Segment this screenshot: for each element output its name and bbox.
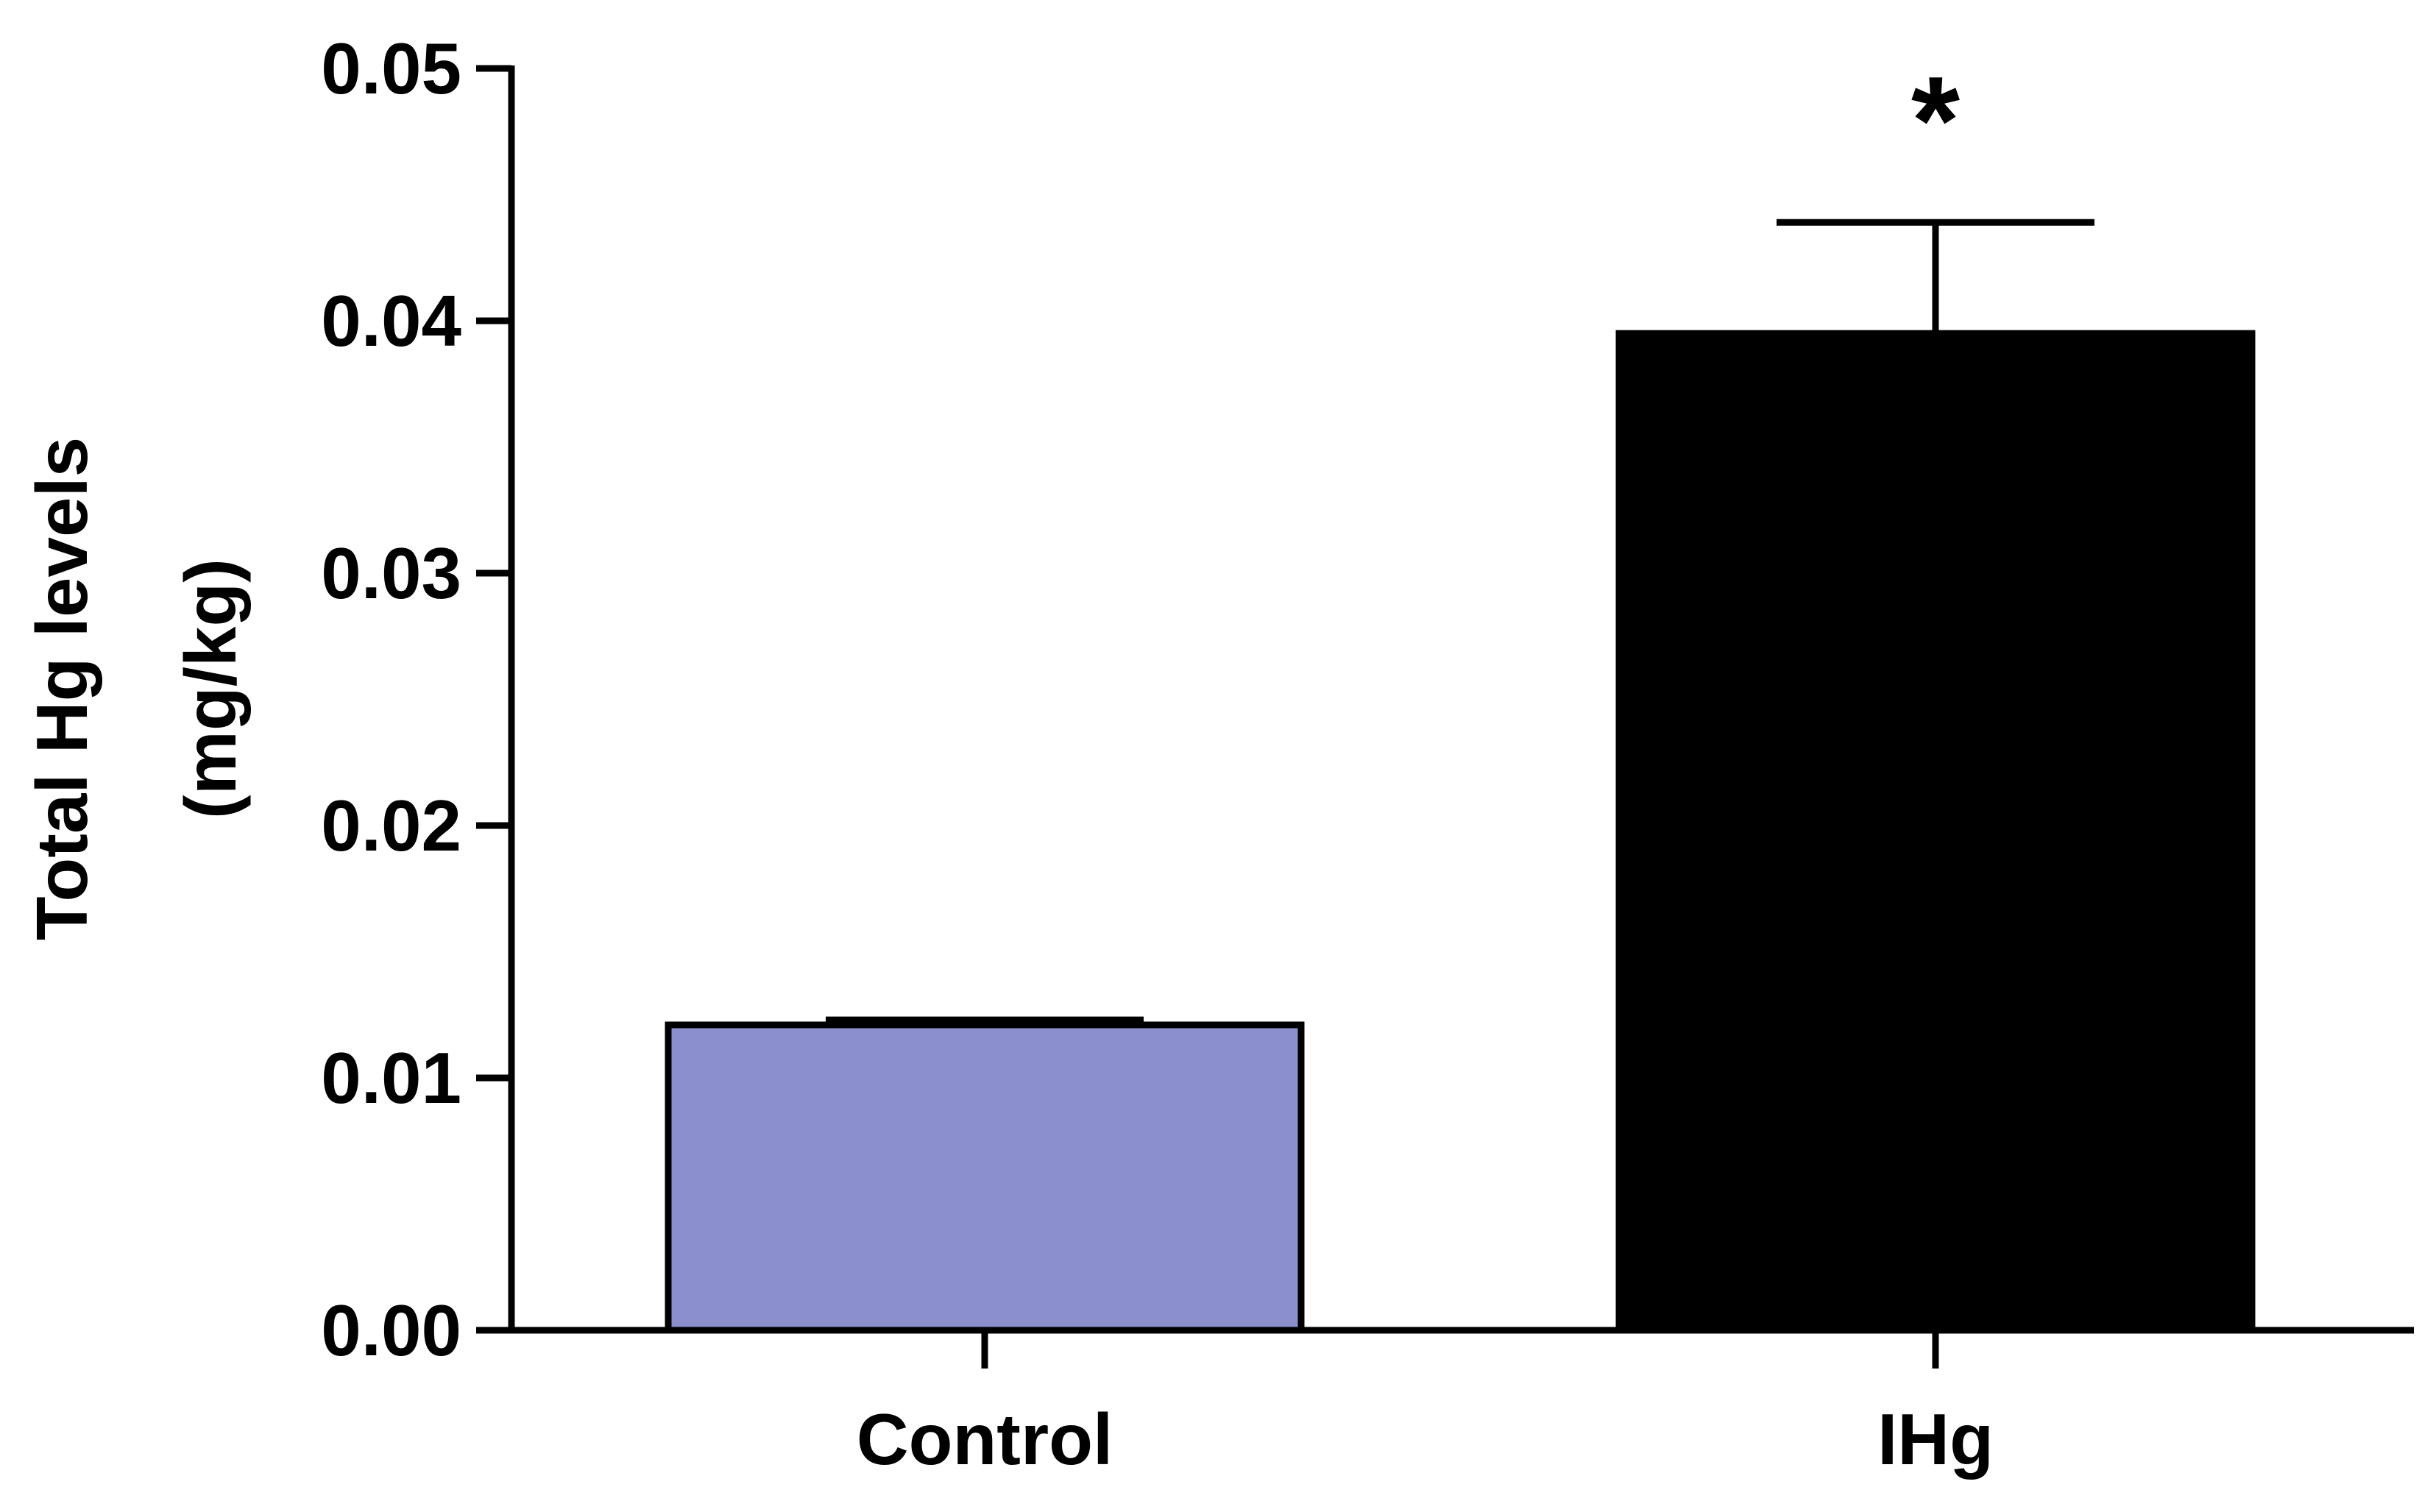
significance-marker: * (1911, 51, 1960, 191)
y-tick-label: 0.04 (321, 280, 461, 361)
x-category-label-control: Control (857, 1399, 1113, 1480)
bar-control (665, 1021, 1305, 1334)
y-tick-label: 0.03 (321, 533, 461, 614)
y-tick-label: 0.01 (321, 1037, 461, 1118)
plot-area: * 0.00 0.01 0.02 0.03 0.04 0.05 Control IHg (321, 28, 2414, 1480)
y-tick-label: 0.00 (321, 1290, 461, 1371)
y-axis-title-line-2: (mg/kg) (170, 558, 251, 819)
bar-ihg (1615, 330, 2256, 1334)
x-category-label-ihg: IHg (1877, 1399, 1994, 1480)
y-axis-title-line-1: Total Hg levels (21, 437, 102, 940)
y-tick-label: 0.02 (321, 785, 461, 866)
y-tick-label: 0.05 (321, 28, 461, 109)
